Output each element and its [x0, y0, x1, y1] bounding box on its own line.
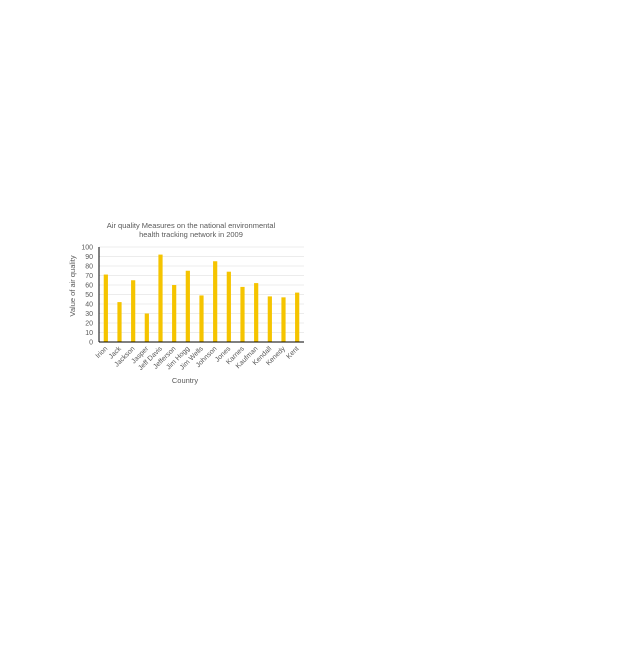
bar — [158, 254, 163, 342]
y-axis-label: Value of air quality — [68, 255, 77, 316]
bar — [117, 302, 122, 342]
bar — [172, 285, 177, 342]
chart-title: Air quality Measures on the national env… — [106, 221, 276, 239]
y-tick-label: 50 — [85, 292, 93, 299]
axes — [98, 247, 304, 343]
bar — [131, 280, 136, 342]
y-tick-label: 0 — [89, 340, 93, 347]
bar — [240, 286, 245, 342]
x-tick-label: Kent — [285, 345, 300, 360]
bar — [213, 261, 218, 342]
y-tick-label: 90 — [85, 254, 93, 261]
bars — [103, 254, 300, 342]
x-axis-label: Country — [172, 376, 199, 385]
y-tick-label: 70 — [85, 273, 93, 280]
bar — [267, 296, 272, 342]
y-tick-label: 40 — [85, 302, 93, 309]
bar — [103, 274, 108, 342]
y-tick-label: 100 — [81, 245, 93, 252]
y-tick-label: 60 — [85, 283, 93, 290]
y-tick-label: 80 — [85, 264, 93, 271]
y-tick-label: 30 — [85, 311, 93, 318]
bar — [226, 271, 231, 342]
bar — [281, 297, 286, 342]
bar — [295, 292, 300, 342]
bar — [144, 313, 149, 342]
y-tick-labels: 0 10 20 30 40 50 60 70 80 90 100 — [81, 245, 93, 347]
bar — [185, 270, 190, 342]
y-tick-label: 10 — [85, 330, 93, 337]
x-tick-label: Irion — [95, 345, 110, 360]
bar — [254, 283, 259, 342]
bar — [199, 295, 204, 342]
y-tick-label: 20 — [85, 321, 93, 328]
